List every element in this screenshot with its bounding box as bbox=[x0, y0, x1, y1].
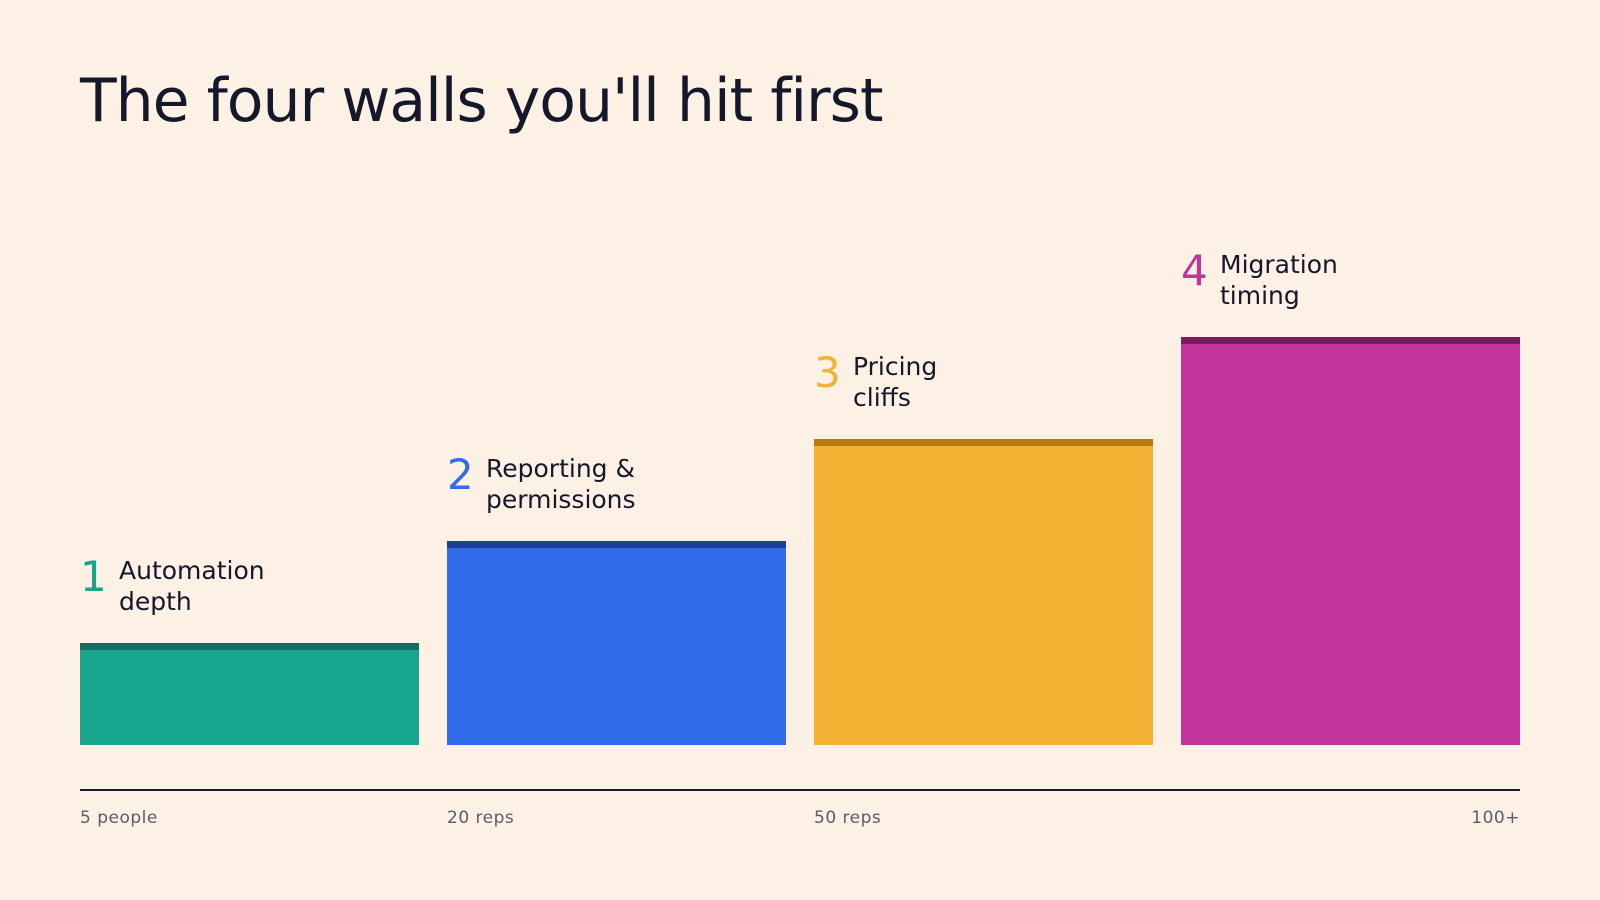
bar-label-2-line-1: Reporting & bbox=[486, 454, 635, 483]
bar-number-2: 2 bbox=[447, 450, 474, 499]
bar-3 bbox=[814, 439, 1153, 745]
bar-label-3-line-2: cliffs bbox=[853, 383, 911, 412]
bar-cap-2 bbox=[447, 541, 786, 548]
bar-label-1-line-2: depth bbox=[119, 587, 192, 616]
bar-cap-3 bbox=[814, 439, 1153, 446]
x-tick-label-1: 5 people bbox=[80, 808, 158, 828]
bar-1 bbox=[80, 643, 419, 745]
bar-number-3: 3 bbox=[814, 348, 841, 397]
bar-label-1-line-1: Automation bbox=[119, 556, 265, 585]
page-title: The four walls you'll hit first bbox=[80, 66, 883, 136]
bar-2 bbox=[447, 541, 786, 745]
bar-label-4-line-2: timing bbox=[1220, 281, 1300, 310]
bar-number-4: 4 bbox=[1181, 246, 1208, 295]
bar-label-4-line-1: Migration bbox=[1220, 250, 1338, 279]
bar-cap-4 bbox=[1181, 337, 1520, 344]
x-tick-label-2: 20 reps bbox=[447, 808, 514, 828]
bar-number-1: 1 bbox=[80, 552, 107, 601]
x-tick-label-4: 100+ bbox=[1471, 808, 1520, 828]
bar-label-3-line-1: Pricing bbox=[853, 352, 937, 381]
bar-group-2: 2 Reporting &permissions bbox=[447, 450, 786, 745]
x-tick-label-3: 50 reps bbox=[814, 808, 881, 828]
bar-4 bbox=[1181, 337, 1520, 745]
bar-label-2-line-2: permissions bbox=[486, 485, 636, 514]
bar-cap-1 bbox=[80, 643, 419, 650]
